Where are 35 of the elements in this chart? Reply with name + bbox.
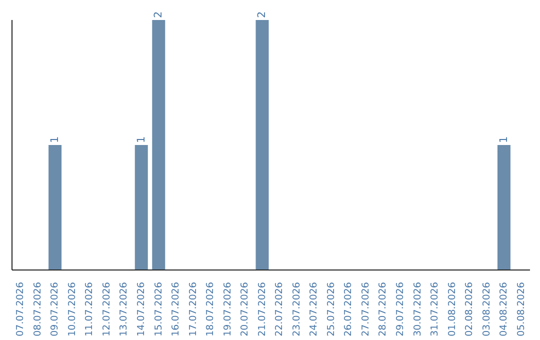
- x-tick-label: 11.07.2026: [84, 282, 96, 336]
- x-tick-label: 26.07.2026: [343, 282, 354, 336]
- data-label: 1: [49, 136, 62, 143]
- x-tick-label: 05.08.2026: [516, 282, 527, 336]
- data-label: 2: [152, 11, 165, 18]
- x-tick-label: 17.07.2026: [188, 282, 199, 336]
- x-tick-label: 09.07.2026: [50, 282, 61, 336]
- x-tick-label: 18.07.2026: [205, 282, 216, 336]
- x-tick-label: 24.07.2026: [308, 282, 320, 336]
- x-tick-label: 27.07.2026: [360, 282, 372, 336]
- x-tick-label: 19.07.2026: [222, 282, 234, 336]
- x-tick-label: 13.07.2026: [118, 282, 130, 336]
- x-tick-label: 30.07.2026: [412, 282, 424, 336]
- x-tick-label: 28.07.2026: [378, 282, 389, 336]
- data-label: 1: [498, 136, 510, 143]
- x-tick-label: 08.07.2026: [32, 282, 44, 336]
- data-label: 2: [256, 11, 268, 18]
- x-tick-label: 14.07.2026: [136, 282, 147, 336]
- x-tick-label: 31.07.2026: [430, 282, 441, 336]
- x-tick-label: 16.07.2026: [170, 282, 182, 336]
- x-tick-label: 15.07.2026: [153, 282, 164, 336]
- x-tick-label: 07.07.2026: [15, 282, 26, 336]
- x-tick-label: 29.07.2026: [395, 282, 406, 336]
- x-tick-label: 10.07.2026: [66, 282, 78, 336]
- data-label: 1: [135, 136, 148, 143]
- x-tick-label: 20.07.2026: [240, 282, 251, 336]
- x-tick-label: 04.08.2026: [498, 282, 510, 336]
- x-tick-label: 12.07.2026: [101, 282, 112, 336]
- x-tick-label: 03.08.2026: [481, 282, 492, 336]
- x-tick-label: 22.07.2026: [274, 282, 286, 336]
- x-tick-label: 23.07.2026: [291, 282, 302, 336]
- x-tick-label: 25.07.2026: [326, 282, 337, 336]
- x-tick-label: 02.08.2026: [464, 282, 476, 336]
- x-tick-label: 21.07.2026: [256, 282, 268, 336]
- x-tick-label: 01.08.2026: [446, 282, 458, 336]
